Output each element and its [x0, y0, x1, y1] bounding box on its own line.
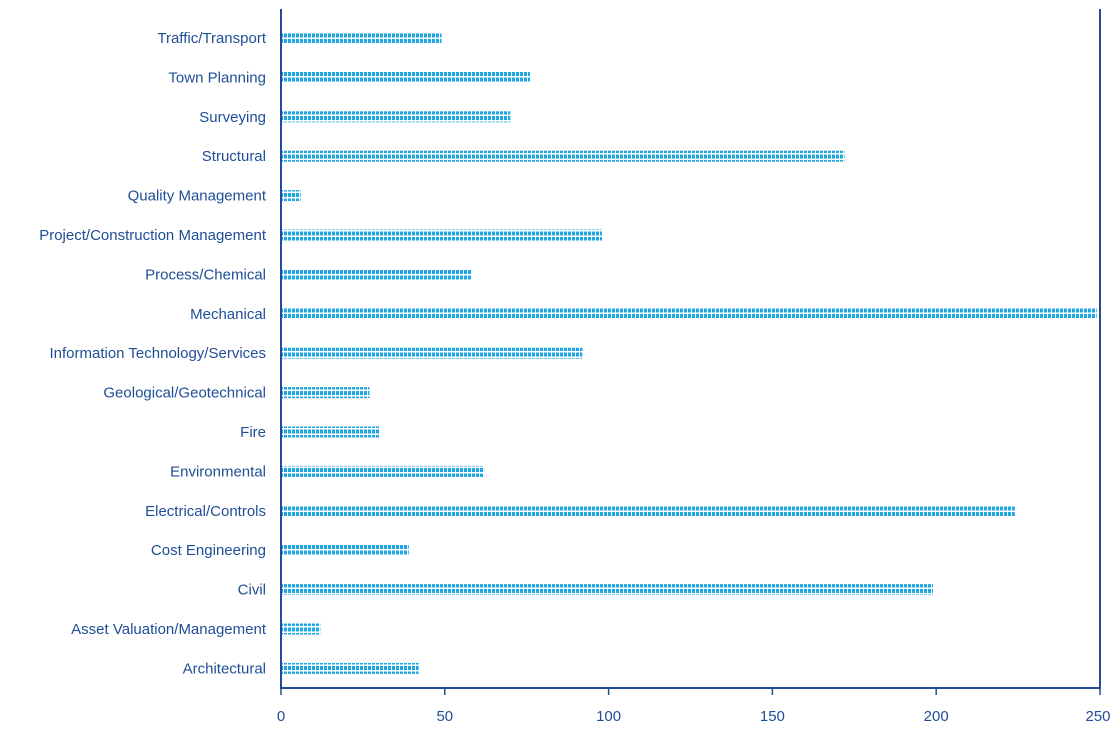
bar-project-construction-management: [282, 229, 603, 241]
x-tick-label: 0: [277, 708, 285, 725]
bar-traffic-transport: [282, 32, 442, 44]
bar-quality-management: [282, 190, 301, 202]
bar-structural: [282, 150, 845, 162]
bar-environmental: [282, 465, 485, 477]
x-tick-label: 250: [1085, 708, 1110, 725]
category-label: Process/Chemical: [145, 266, 266, 283]
category-label: Information Technology/Services: [49, 345, 266, 362]
bar-asset-valuation-management: [282, 623, 321, 635]
x-tick-label: 100: [596, 708, 621, 725]
category-label: Cost Engineering: [151, 542, 266, 559]
bar-mechanical: [282, 308, 1097, 320]
category-label: Asset Valuation/Management: [71, 621, 267, 638]
category-label: Quality Management: [128, 188, 267, 205]
bar-fire: [282, 426, 380, 438]
bar-surveying: [282, 111, 511, 123]
bar-cost-engineering: [282, 544, 409, 556]
bar-geological-geotechnical: [282, 387, 370, 399]
x-tick-label: 200: [924, 708, 949, 725]
x-tick-label: 150: [760, 708, 785, 725]
bar-electrical-controls: [282, 505, 1015, 517]
bars-group: [282, 32, 1097, 674]
x-tick-label: 50: [436, 708, 453, 725]
category-label: Architectural: [183, 660, 266, 677]
category-label: Fire: [240, 424, 266, 441]
x-axis-ticks: 0 50 100 150 200 250: [277, 688, 1111, 725]
category-label: Electrical/Controls: [145, 503, 266, 520]
category-labels: Traffic/Transport Town Planning Surveying S…: [39, 30, 267, 677]
category-label: Environmental: [170, 463, 266, 480]
bar-information-technology-services: [282, 347, 583, 359]
bar-town-planning: [282, 71, 530, 83]
bar-process-chemical: [282, 268, 472, 280]
category-label: Surveying: [199, 109, 266, 126]
bar-architectural: [282, 662, 419, 674]
category-label: Geological/Geotechnical: [103, 385, 266, 402]
category-label: Structural: [202, 148, 266, 165]
category-label: Town Planning: [168, 69, 266, 86]
bar-civil: [282, 584, 933, 596]
category-label: Traffic/Transport: [157, 30, 266, 47]
category-label: Mechanical: [190, 306, 266, 323]
category-label: Civil: [238, 582, 266, 599]
category-label: Project/Construction Management: [39, 227, 267, 244]
